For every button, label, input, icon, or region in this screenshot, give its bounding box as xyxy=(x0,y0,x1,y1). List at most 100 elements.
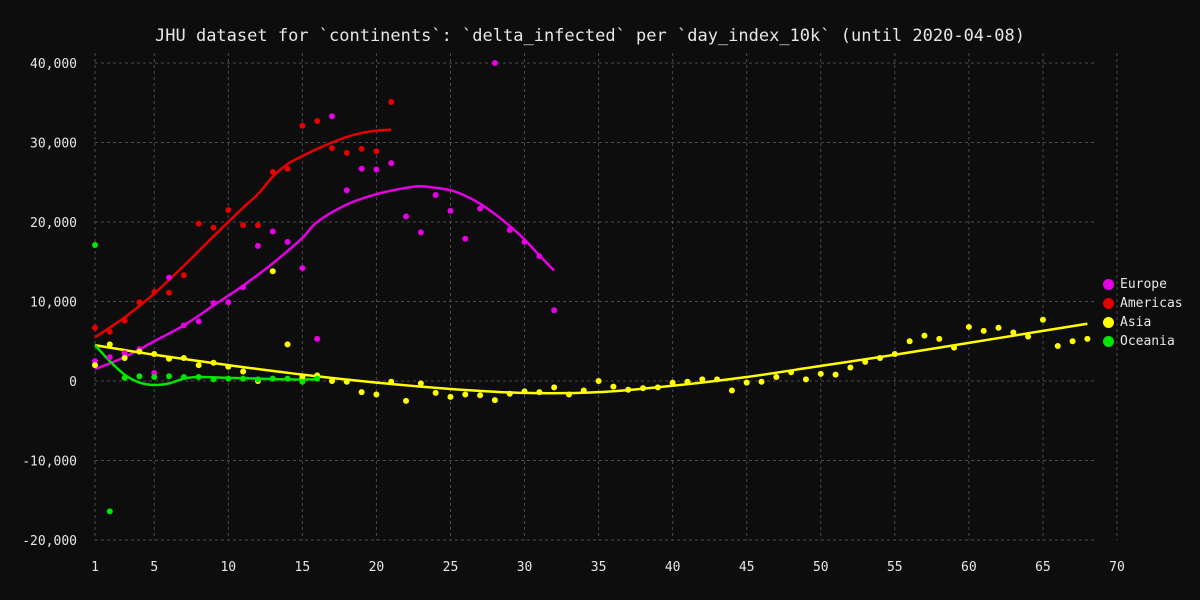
data-point-europe xyxy=(403,213,410,220)
data-point-europe xyxy=(491,60,498,66)
data-point-asia xyxy=(654,384,661,391)
x-tick-label: 5 xyxy=(150,560,158,575)
data-point-americas xyxy=(343,149,350,156)
data-point-americas xyxy=(328,145,335,152)
legend-item-asia: Asia xyxy=(1103,313,1183,332)
data-point-asia xyxy=(610,383,617,390)
trend-line-asia xyxy=(94,322,1088,395)
data-point-europe xyxy=(254,242,261,249)
data-point-oceania xyxy=(284,375,291,382)
legend-swatch-oceania xyxy=(1103,336,1114,347)
data-point-europe xyxy=(225,299,232,306)
data-point-asia xyxy=(151,350,158,357)
y-tick-label: 0 xyxy=(69,375,77,390)
data-point-oceania xyxy=(240,375,247,382)
data-point-asia xyxy=(225,363,232,370)
data-point-europe xyxy=(210,300,217,307)
data-point-asia xyxy=(373,391,380,398)
data-point-asia xyxy=(817,370,824,377)
data-point-europe xyxy=(166,274,173,281)
data-point-americas xyxy=(299,122,306,129)
x-tick-label: 50 xyxy=(813,560,829,575)
legend-label-americas: Americas xyxy=(1120,296,1183,311)
data-point-asia xyxy=(565,391,572,398)
data-point-asia xyxy=(417,380,424,387)
data-point-asia xyxy=(669,379,676,386)
data-point-asia xyxy=(832,371,839,378)
data-point-oceania xyxy=(180,374,187,381)
data-point-oceania xyxy=(210,376,217,383)
data-point-asia xyxy=(580,387,587,394)
data-point-asia xyxy=(551,384,558,391)
data-point-asia xyxy=(1025,333,1032,340)
data-point-europe xyxy=(506,226,513,233)
y-tick-label: 40,000 xyxy=(30,57,77,72)
data-point-asia xyxy=(980,327,987,334)
data-point-oceania xyxy=(136,373,143,380)
data-point-asia xyxy=(714,376,721,383)
data-point-asia xyxy=(269,268,276,275)
data-point-oceania xyxy=(195,374,202,381)
data-point-americas xyxy=(106,328,113,335)
data-point-asia xyxy=(506,390,513,397)
data-point-oceania xyxy=(314,375,321,382)
data-point-americas xyxy=(92,324,98,331)
data-point-europe xyxy=(551,307,558,314)
data-point-asia xyxy=(536,389,543,396)
legend-label-asia: Asia xyxy=(1120,315,1152,330)
data-point-asia xyxy=(180,354,187,361)
legend: Europe Americas Asia Oceania xyxy=(1103,275,1183,351)
data-point-europe xyxy=(521,238,528,245)
x-tick-label: 30 xyxy=(517,560,533,575)
data-point-asia xyxy=(936,335,943,342)
data-point-europe xyxy=(477,205,484,212)
data-point-asia xyxy=(743,379,750,386)
data-point-oceania xyxy=(151,374,158,381)
data-point-asia xyxy=(995,324,1002,331)
data-point-asia xyxy=(343,378,350,385)
x-tick-label: 25 xyxy=(443,560,459,575)
data-point-europe xyxy=(240,284,247,291)
data-point-europe xyxy=(269,228,276,235)
data-point-asia xyxy=(625,386,632,393)
data-point-asia xyxy=(328,378,335,384)
data-point-europe xyxy=(536,253,543,260)
data-point-europe xyxy=(299,265,306,272)
x-tick-label: 70 xyxy=(1109,560,1125,575)
data-point-asia xyxy=(403,397,410,404)
data-point-europe xyxy=(195,318,202,325)
data-point-asia xyxy=(284,341,291,348)
data-point-asia xyxy=(92,362,98,369)
data-point-asia xyxy=(595,378,602,384)
data-point-asia xyxy=(195,362,202,369)
data-point-asia xyxy=(521,388,528,395)
data-point-europe xyxy=(447,207,454,214)
y-tick-label: 30,000 xyxy=(30,137,77,152)
data-point-asia xyxy=(847,364,854,371)
data-point-americas xyxy=(240,222,247,229)
data-point-americas xyxy=(373,148,380,155)
data-point-europe xyxy=(388,160,395,167)
trend-line-europe xyxy=(94,184,556,371)
data-point-oceania xyxy=(121,374,128,381)
y-tick-label: -10,000 xyxy=(22,455,77,470)
data-point-europe xyxy=(343,187,350,194)
data-point-europe xyxy=(180,322,187,329)
data-point-oceania xyxy=(299,378,306,385)
data-point-americas xyxy=(284,165,291,172)
data-point-asia xyxy=(877,354,884,361)
data-point-asia xyxy=(299,374,306,381)
data-point-asia xyxy=(1084,335,1091,342)
x-tick-label: 65 xyxy=(1035,560,1051,575)
data-point-asia xyxy=(388,378,395,385)
y-tick-label: -20,000 xyxy=(22,534,77,549)
data-point-asia xyxy=(773,374,780,381)
data-point-asia xyxy=(210,359,217,366)
data-point-europe xyxy=(417,229,424,236)
data-point-asia xyxy=(862,358,869,365)
data-point-asia xyxy=(1039,316,1046,323)
data-point-europe xyxy=(314,335,321,342)
data-point-asia xyxy=(802,376,809,383)
data-point-asia xyxy=(891,350,898,357)
data-point-asia xyxy=(462,391,469,398)
